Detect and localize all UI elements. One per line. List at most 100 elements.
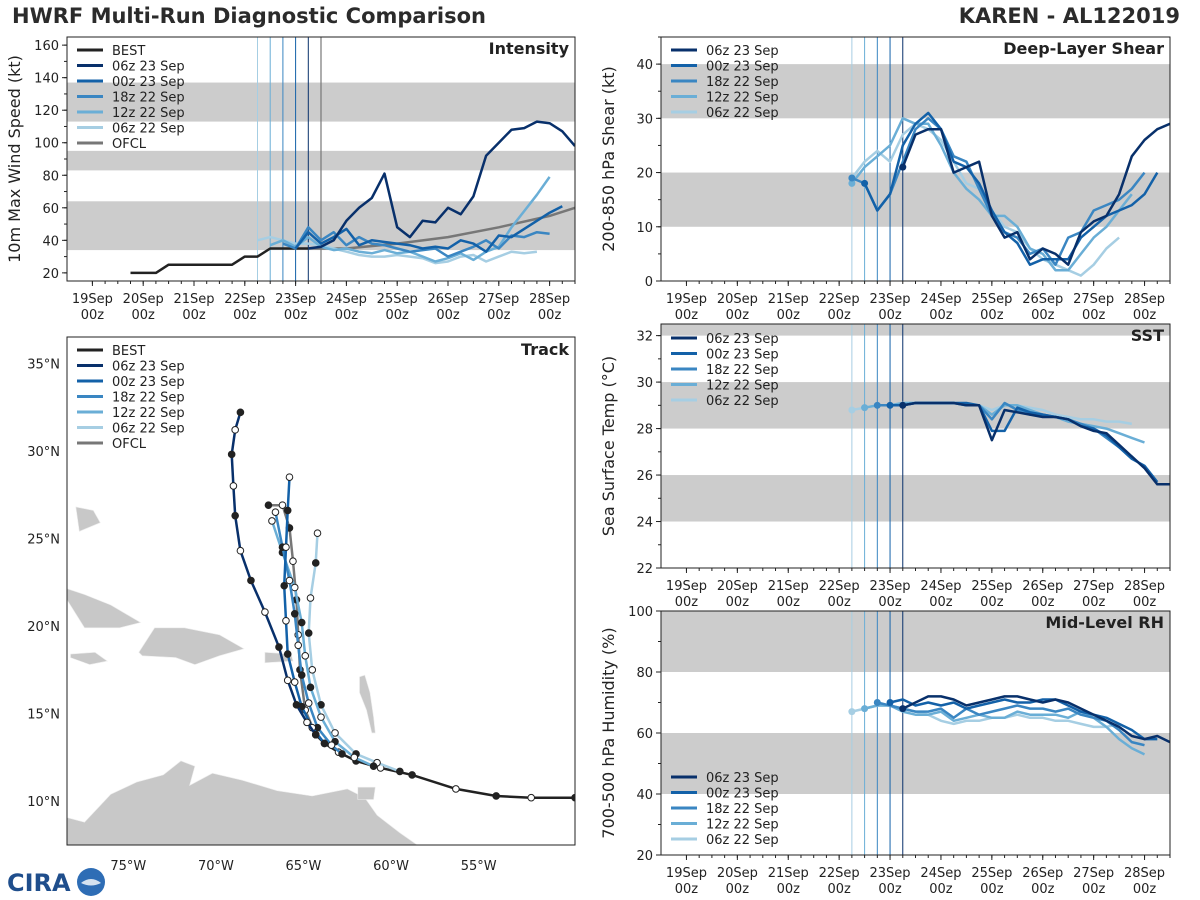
sst-xtick-label: 26Sep xyxy=(1022,579,1063,594)
intensity-panel: 2040608010012014016019Sep00z20Sep00z21Se… xyxy=(5,36,576,323)
shear-legend-label: 12z 22 Sep xyxy=(706,91,779,106)
run-track-point xyxy=(231,426,239,434)
shear-legend-label: 18z 22 Sep xyxy=(706,75,779,90)
run-track-point xyxy=(327,741,336,749)
shear-xtick-label: 27Sep xyxy=(1073,292,1114,307)
sst-xtick-label: 00z xyxy=(1133,595,1157,610)
run-track-point xyxy=(297,671,306,679)
track-legend-label: 00z 23 Sep xyxy=(112,375,185,390)
shear-threshold-band xyxy=(661,64,1170,119)
intensity-xtick-label: 00z xyxy=(233,308,257,323)
sst-panel: 22242628303219Sep00z20Sep00z21Sep00z22Se… xyxy=(599,323,1171,610)
intensity-xtick-label: 28Sep xyxy=(529,292,570,307)
run-track-point xyxy=(350,753,359,762)
track-xtick-label: 75°W xyxy=(110,859,146,874)
sst-ytick-label: 28 xyxy=(636,423,653,438)
run-track-point xyxy=(247,576,255,585)
south-america-landmass xyxy=(67,760,418,845)
intensity-ytick-label: 160 xyxy=(34,39,59,54)
shear-series-line xyxy=(901,122,1170,266)
shear-legend-label: 06z 23 Sep xyxy=(706,44,779,59)
cira-logo-text: CIRA xyxy=(7,869,71,897)
run-track-point xyxy=(227,450,236,459)
track-panel-title: Track xyxy=(521,340,569,359)
shear-xtick-label: 26Sep xyxy=(1022,292,1063,307)
sst-threshold-band xyxy=(661,475,1170,522)
sst-series-start-point xyxy=(899,401,907,409)
shear-xtick-label: 00z xyxy=(827,308,851,323)
shear-series-start-point xyxy=(861,179,869,187)
rh-xtick-label: 00z xyxy=(980,882,1004,897)
rh-series-start-point xyxy=(848,708,856,716)
rh-series-start-point xyxy=(873,699,881,706)
shear-xtick-label: 19Sep xyxy=(666,292,707,307)
run-track-point xyxy=(236,546,245,555)
intensity-xtick-label: 00z xyxy=(284,308,308,323)
run-track-point xyxy=(282,616,290,625)
intensity-xtick-label: 21Sep xyxy=(173,292,214,307)
run-track-point xyxy=(306,594,315,602)
run-track-point xyxy=(311,559,320,567)
intensity-xtick-label: 00z xyxy=(386,308,410,323)
rh-ytick-label: 20 xyxy=(636,849,653,864)
shear-xtick-label: 00z xyxy=(675,308,699,323)
rh-xtick-label: 26Sep xyxy=(1022,866,1063,881)
run-track-point xyxy=(283,676,292,685)
rh-ytick-label: 60 xyxy=(636,727,653,742)
shear-ytick-label: 40 xyxy=(636,58,653,73)
intensity-xtick-label: 00z xyxy=(132,308,156,323)
rh-xtick-label: 19Sep xyxy=(666,866,707,881)
sst-xtick-label: 24Sep xyxy=(920,579,961,594)
rh-series-start-point xyxy=(861,705,869,713)
cuba-landmass xyxy=(67,588,142,629)
run-track-point xyxy=(396,767,404,776)
rh-legend-label: 12z 22 Sep xyxy=(706,818,779,833)
run-track-point xyxy=(283,506,292,515)
rh-xtick-label: 00z xyxy=(929,882,953,897)
rh-ytick-label: 40 xyxy=(636,788,653,803)
intensity-xtick-label: 00z xyxy=(335,308,359,323)
track-ytick-label: 20°N xyxy=(27,620,60,635)
shear-xtick-label: 23Sep xyxy=(870,292,911,307)
sst-ylabel: Sea Surface Temp (°C) xyxy=(599,356,618,536)
intensity-legend-label: BEST xyxy=(112,44,145,59)
rh-series-start-point xyxy=(899,705,907,713)
run-track-point xyxy=(261,608,269,616)
rh-plot-area xyxy=(848,695,1170,756)
rh-xtick-label: 23Sep xyxy=(870,866,911,881)
rh-ytick-label: 100 xyxy=(628,605,653,620)
shear-xtick-label: 25Sep xyxy=(971,292,1012,307)
rh-ylabel: 700-500 hPa Humidity (%) xyxy=(599,627,618,838)
rh-xtick-label: 28Sep xyxy=(1124,866,1165,881)
intensity-legend-label: 06z 23 Sep xyxy=(112,60,185,75)
storm-title: KAREN - AL122019 xyxy=(958,4,1180,28)
run-track-point xyxy=(285,473,294,481)
shear-xtick-label: 00z xyxy=(1031,308,1055,323)
intensity-xtick-label: 25Sep xyxy=(377,292,418,307)
run-track-point xyxy=(290,583,299,592)
shear-ylabel: 200-850 hPa Shear (kt) xyxy=(599,66,618,252)
sst-xtick-label: 27Sep xyxy=(1073,579,1114,594)
sst-threshold-band xyxy=(661,324,1170,336)
rh-ytick-label: 80 xyxy=(636,666,653,681)
intensity-xtick-label: 19Sep xyxy=(72,292,113,307)
shear-series-start-point xyxy=(848,179,856,187)
run-track-point xyxy=(317,713,325,721)
rh-xtick-label: 00z xyxy=(777,882,801,897)
track-frame xyxy=(66,336,576,846)
shear-xtick-label: 00z xyxy=(777,308,801,323)
sst-xtick-label: 00z xyxy=(980,595,1004,610)
track-xtick-label: 55°W xyxy=(461,859,497,874)
sst-xtick-label: 28Sep xyxy=(1124,579,1165,594)
sst-xtick-label: 00z xyxy=(1082,595,1106,610)
best-track-point xyxy=(452,785,460,793)
run-track-point xyxy=(283,650,292,658)
run-track-line xyxy=(282,477,326,745)
track-ytick-label: 15°N xyxy=(27,708,60,723)
shear-series-line xyxy=(863,111,1159,266)
run-track-point xyxy=(282,543,290,552)
shear-ytick-label: 10 xyxy=(636,221,653,236)
rh-xtick-label: 00z xyxy=(1031,882,1055,897)
rh-xtick-label: 00z xyxy=(726,882,750,897)
